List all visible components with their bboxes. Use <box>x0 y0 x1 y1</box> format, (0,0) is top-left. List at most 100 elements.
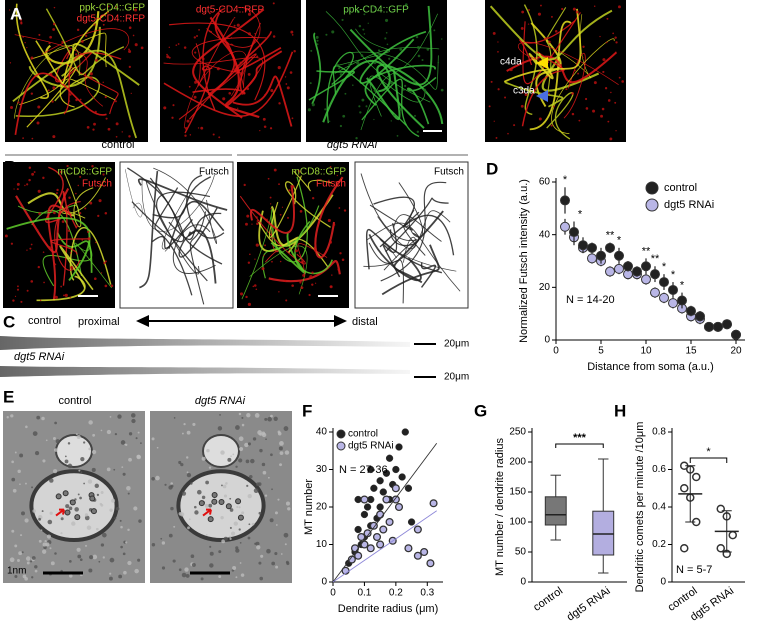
texture <box>67 229 71 232</box>
texture <box>52 86 56 90</box>
texture <box>582 56 584 59</box>
image-label: c4da <box>500 57 522 68</box>
microtubule <box>90 508 97 515</box>
texture <box>180 462 184 467</box>
texture <box>29 560 33 563</box>
y-tick-label: 0.2 <box>652 539 666 550</box>
texture <box>285 299 288 302</box>
texture <box>84 207 87 210</box>
texture <box>384 18 389 22</box>
texture <box>605 41 608 44</box>
y-tick-label: 0.8 <box>652 427 666 438</box>
significance: ** <box>651 253 660 265</box>
texture <box>128 457 132 462</box>
texture <box>440 88 444 92</box>
arrowhead <box>334 315 347 327</box>
texture <box>602 70 605 74</box>
texture <box>20 300 23 303</box>
texture <box>177 43 180 45</box>
texture <box>74 507 79 512</box>
texture <box>79 496 82 500</box>
texture <box>504 96 507 99</box>
texture <box>48 42 51 45</box>
texture <box>38 517 42 521</box>
x-tick-label: 5 <box>598 346 604 357</box>
texture <box>49 547 52 550</box>
texture <box>164 483 167 486</box>
texture <box>189 134 192 136</box>
texture <box>235 465 238 468</box>
texture <box>286 561 290 566</box>
texture <box>349 51 439 90</box>
data-point <box>716 544 725 553</box>
texture <box>201 57 205 61</box>
texture <box>238 458 243 463</box>
texture <box>540 4 542 7</box>
data-point <box>379 525 388 534</box>
texture <box>219 414 221 416</box>
data-point <box>366 544 375 553</box>
texture <box>334 47 440 74</box>
data-point <box>650 269 660 280</box>
texture <box>521 10 525 14</box>
texture <box>21 551 24 554</box>
data-point <box>704 321 714 332</box>
texture <box>170 484 174 488</box>
legend-label: dgt5 RNAi <box>664 199 714 211</box>
data-point <box>363 503 372 511</box>
texture <box>271 561 276 566</box>
texture <box>108 576 113 581</box>
significance: * <box>563 174 568 186</box>
image-label: Futsch <box>82 179 112 190</box>
data-point <box>370 484 378 492</box>
texture <box>178 568 182 572</box>
texture <box>153 167 217 244</box>
texture <box>249 253 251 256</box>
texture <box>339 73 343 76</box>
texture <box>91 449 97 455</box>
texture <box>246 413 251 418</box>
texture <box>31 556 36 560</box>
texture <box>25 482 27 485</box>
texture <box>49 72 53 76</box>
texture <box>329 165 332 168</box>
texture <box>368 234 422 282</box>
panel-label: D <box>486 159 498 178</box>
arrowhead <box>136 315 149 327</box>
texture <box>100 543 105 547</box>
texture <box>426 48 430 51</box>
texture <box>11 529 15 533</box>
texture <box>37 189 41 193</box>
texture <box>106 429 112 435</box>
texture <box>238 506 241 509</box>
texture <box>75 433 78 436</box>
texture <box>103 8 105 11</box>
texture <box>571 112 575 116</box>
texture <box>293 50 296 53</box>
texture <box>13 188 15 190</box>
texture <box>69 227 112 285</box>
texture <box>121 131 123 133</box>
data-point <box>587 253 597 264</box>
texture <box>229 535 232 538</box>
texture <box>32 431 38 436</box>
texture <box>88 568 93 573</box>
texture <box>114 517 117 520</box>
texture <box>41 510 44 513</box>
texture <box>284 181 331 228</box>
image-label: Futsch <box>199 167 229 178</box>
texture <box>76 28 80 32</box>
data-point <box>680 484 689 493</box>
texture <box>69 252 72 254</box>
texture <box>186 472 192 478</box>
texture <box>30 280 34 283</box>
texture <box>278 291 280 293</box>
image-label: Futsch <box>316 179 346 190</box>
image-label: Futsch <box>434 167 464 178</box>
texture <box>233 24 236 27</box>
texture <box>272 176 308 263</box>
texture <box>205 534 208 536</box>
x-tick-label: 15 <box>685 346 697 357</box>
texture <box>4 234 8 238</box>
data-point <box>391 495 400 504</box>
